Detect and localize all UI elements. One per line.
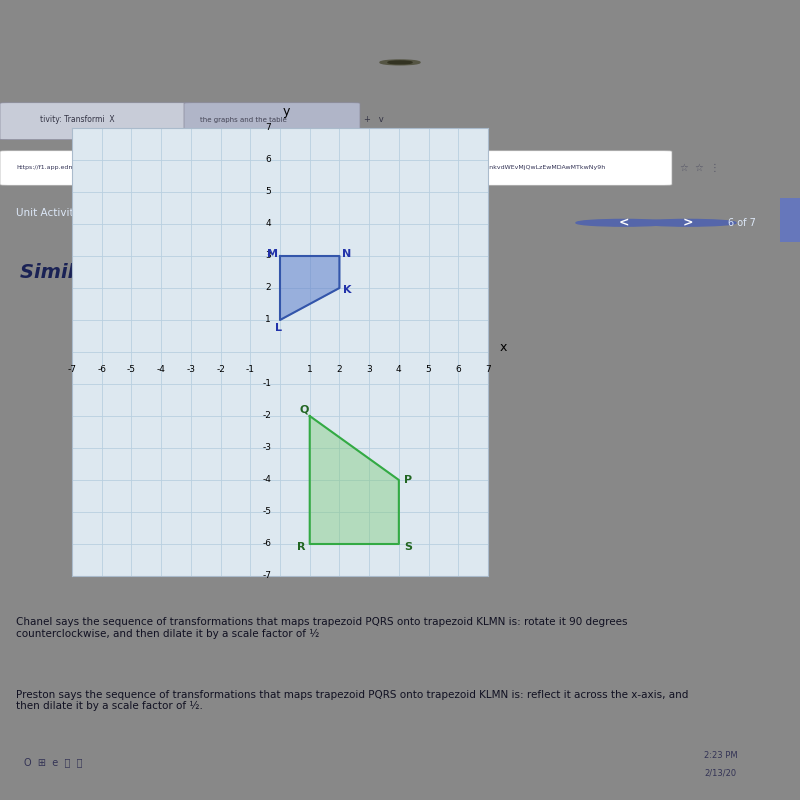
Text: -5: -5 — [262, 507, 271, 517]
Text: Similar Shapes: Similar Shapes — [20, 262, 184, 282]
Circle shape — [388, 61, 412, 64]
FancyBboxPatch shape — [184, 102, 360, 140]
Text: the graphs and the table: the graphs and the table — [200, 117, 286, 123]
Text: tivity: Transformi  X: tivity: Transformi X — [40, 115, 114, 125]
Text: -7: -7 — [67, 365, 77, 374]
Polygon shape — [310, 416, 399, 544]
Text: 2:23 PM: 2:23 PM — [704, 751, 738, 760]
Text: N: N — [342, 250, 351, 259]
Text: Preston says the sequence of transformations that maps trapezoid PQRS onto trape: Preston says the sequence of transformat… — [16, 690, 688, 711]
Text: <: < — [618, 216, 630, 230]
Text: y: y — [282, 106, 290, 118]
Text: -2: -2 — [216, 365, 225, 374]
Text: -3: -3 — [186, 365, 195, 374]
Polygon shape — [280, 256, 339, 320]
Text: -1: -1 — [246, 365, 254, 374]
Text: 6: 6 — [455, 365, 461, 374]
Text: -6: -6 — [262, 539, 271, 549]
Text: -7: -7 — [262, 571, 271, 581]
Text: 6: 6 — [266, 155, 271, 165]
Text: 1: 1 — [307, 365, 313, 374]
FancyBboxPatch shape — [0, 102, 192, 140]
Text: -6: -6 — [98, 365, 106, 374]
Text: Chanel says the sequence of transformations that maps trapezoid PQRS onto trapez: Chanel says the sequence of transformati… — [16, 618, 627, 639]
Text: 7: 7 — [266, 123, 271, 133]
Text: 5: 5 — [426, 365, 431, 374]
Circle shape — [380, 60, 420, 65]
Text: O  ⊞  e  🔍  📋: O ⊞ e 🔍 📋 — [24, 757, 82, 767]
Circle shape — [640, 219, 736, 226]
Text: 5: 5 — [266, 187, 271, 197]
Text: -5: -5 — [127, 365, 136, 374]
Text: -2: -2 — [262, 411, 271, 421]
Bar — [780, 198, 800, 242]
Text: S: S — [404, 542, 412, 552]
Text: Q: Q — [299, 405, 309, 414]
Text: M: M — [267, 250, 278, 259]
Text: 6 of 7: 6 of 7 — [728, 218, 756, 228]
Text: 3: 3 — [366, 365, 372, 374]
Text: >: > — [682, 216, 694, 230]
Text: -4: -4 — [157, 365, 166, 374]
Text: 2: 2 — [337, 365, 342, 374]
Text: ☆  ☆  ⋮: ☆ ☆ ⋮ — [680, 163, 720, 173]
Text: 4: 4 — [266, 219, 271, 229]
FancyBboxPatch shape — [0, 150, 672, 186]
Text: 1: 1 — [266, 315, 271, 325]
Text: Unit Activity: Transformations: Unit Activity: Transformations — [16, 208, 170, 218]
Text: 4: 4 — [396, 365, 402, 374]
Text: 3: 3 — [266, 251, 271, 261]
Text: -4: -4 — [262, 475, 271, 485]
Text: 2: 2 — [266, 283, 271, 293]
Text: x: x — [499, 341, 506, 354]
Text: 2/13/20: 2/13/20 — [704, 769, 736, 778]
Text: -1: -1 — [262, 379, 271, 389]
Text: L: L — [275, 323, 282, 333]
Text: +   v: + v — [364, 115, 384, 125]
Circle shape — [576, 219, 672, 226]
Text: K: K — [343, 285, 352, 294]
Text: https://f1.app.edmentum.com/courseware-delivery/ua/240/100001907/aHR0cHM6Ly9mMS5: https://f1.app.edmentum.com/courseware-d… — [16, 166, 606, 170]
Text: -3: -3 — [262, 443, 271, 453]
Text: R: R — [297, 542, 305, 552]
Text: P: P — [404, 475, 412, 485]
Text: 7: 7 — [485, 365, 491, 374]
